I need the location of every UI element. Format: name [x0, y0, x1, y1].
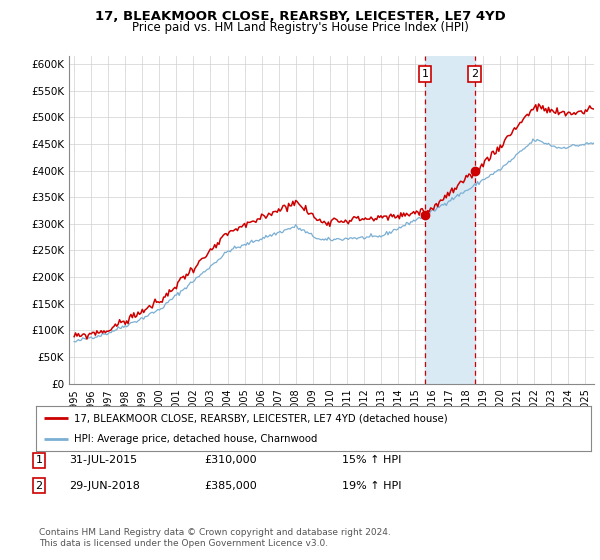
Text: 15% ↑ HPI: 15% ↑ HPI: [342, 455, 401, 465]
Text: HPI: Average price, detached house, Charnwood: HPI: Average price, detached house, Char…: [74, 433, 317, 444]
Text: 1: 1: [35, 455, 43, 465]
Text: 17, BLEAKMOOR CLOSE, REARSBY, LEICESTER, LE7 4YD: 17, BLEAKMOOR CLOSE, REARSBY, LEICESTER,…: [95, 10, 505, 23]
Text: 2: 2: [471, 69, 478, 79]
Text: Contains HM Land Registry data © Crown copyright and database right 2024.
This d: Contains HM Land Registry data © Crown c…: [39, 528, 391, 548]
Text: Price paid vs. HM Land Registry's House Price Index (HPI): Price paid vs. HM Land Registry's House …: [131, 21, 469, 34]
Text: 29-JUN-2018: 29-JUN-2018: [69, 480, 140, 491]
Text: 17, BLEAKMOOR CLOSE, REARSBY, LEICESTER, LE7 4YD (detached house): 17, BLEAKMOOR CLOSE, REARSBY, LEICESTER,…: [74, 413, 448, 423]
Text: 31-JUL-2015: 31-JUL-2015: [69, 455, 137, 465]
Text: 1: 1: [421, 69, 428, 79]
Text: £385,000: £385,000: [204, 480, 257, 491]
Text: 19% ↑ HPI: 19% ↑ HPI: [342, 480, 401, 491]
Bar: [425, 56, 475, 384]
Text: 2: 2: [35, 480, 43, 491]
Text: £310,000: £310,000: [204, 455, 257, 465]
